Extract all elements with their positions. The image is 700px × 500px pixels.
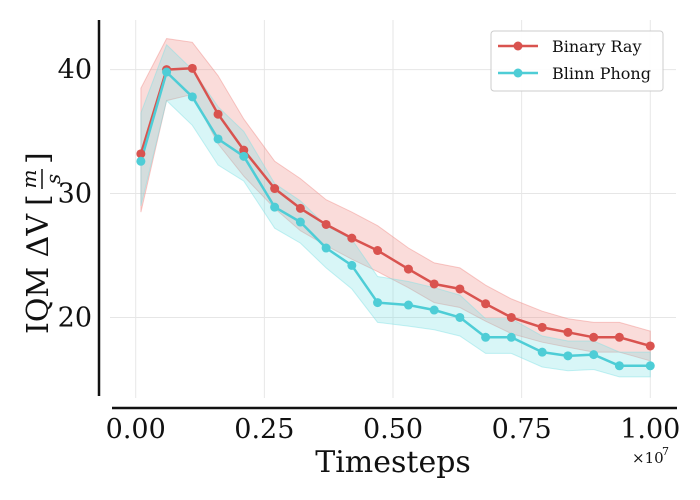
point-binary-ray-11 xyxy=(429,279,439,289)
point-binary-ray-2 xyxy=(187,63,197,73)
point-binary-ray-12 xyxy=(455,284,465,294)
y-tick-label-0: 20 xyxy=(58,302,92,333)
point-binary-ray-0 xyxy=(136,149,146,159)
point-binary-ray-9 xyxy=(373,246,383,256)
y-axis-label: IQM ΔV [ m s ] xyxy=(17,152,65,334)
point-blinn-phong-13 xyxy=(481,332,491,342)
y-axis-unit-num: m xyxy=(17,170,41,189)
point-blinn-phong-9 xyxy=(373,298,383,308)
x-tick-label-1: 0.25 xyxy=(234,414,294,445)
legend: Binary Ray Blinn Phong xyxy=(490,30,664,92)
x-tick-label-3: 0.75 xyxy=(492,414,552,445)
point-blinn-phong-2 xyxy=(187,92,197,102)
point-blinn-phong-10 xyxy=(403,300,413,310)
point-binary-ray-6 xyxy=(295,203,305,213)
band-blinn-phong xyxy=(140,43,651,378)
y-axis-bracket-close: ] xyxy=(21,152,56,164)
point-blinn-phong-19 xyxy=(645,361,655,371)
point-binary-ray-17 xyxy=(589,332,599,342)
legend-label-binary-ray: Binary Ray xyxy=(552,37,641,56)
tick-labels: 0.00 0.25 0.50 0.75 1.00 20 30 40 xyxy=(58,55,681,445)
y-axis-unit-den: s xyxy=(41,174,65,184)
y-axis-label-text: IQM ΔV xyxy=(21,213,56,334)
point-blinn-phong-17 xyxy=(589,350,599,360)
point-blinn-phong-5 xyxy=(270,202,280,212)
point-blinn-phong-6 xyxy=(295,217,305,227)
legend-marker-blinn-phong xyxy=(513,68,523,78)
axes xyxy=(97,20,677,410)
point-binary-ray-18 xyxy=(614,332,624,342)
point-blinn-phong-1 xyxy=(162,67,172,77)
point-binary-ray-10 xyxy=(403,264,413,274)
x-multiplier-label: ×10 xyxy=(632,449,664,467)
point-binary-ray-13 xyxy=(481,299,491,309)
x-tick-label-4: 1.00 xyxy=(620,414,680,445)
point-binary-ray-8 xyxy=(347,233,357,243)
point-binary-ray-19 xyxy=(645,341,655,351)
point-binary-ray-4 xyxy=(239,145,249,155)
legend-entry-blinn-phong: Blinn Phong xyxy=(498,64,651,83)
x-multiplier: ×10 7 xyxy=(632,445,669,467)
point-binary-ray-5 xyxy=(270,184,280,194)
legend-marker-binary-ray xyxy=(513,41,523,51)
point-blinn-phong-16 xyxy=(563,351,573,361)
point-binary-ray-16 xyxy=(563,327,573,337)
point-blinn-phong-12 xyxy=(455,312,465,322)
y-tick-label-1: 30 xyxy=(58,179,92,210)
y-tick-label-2: 40 xyxy=(58,55,92,86)
series-points xyxy=(136,63,655,371)
point-blinn-phong-8 xyxy=(347,260,357,270)
point-blinn-phong-0 xyxy=(136,156,146,166)
point-blinn-phong-14 xyxy=(506,332,516,342)
x-axis-label: Timesteps xyxy=(315,445,471,480)
x-multiplier-exponent: 7 xyxy=(662,445,669,458)
legend-entry-binary-ray: Binary Ray xyxy=(498,37,641,56)
point-blinn-phong-11 xyxy=(429,305,439,315)
point-blinn-phong-15 xyxy=(537,347,547,357)
x-tick-label-2: 0.50 xyxy=(363,414,423,445)
x-tick-label-0: 0.00 xyxy=(106,414,166,445)
y-axis-bracket-open: [ xyxy=(21,194,56,206)
point-blinn-phong-18 xyxy=(614,361,624,371)
legend-label-blinn-phong: Blinn Phong xyxy=(552,64,651,83)
point-blinn-phong-4 xyxy=(239,151,249,161)
point-blinn-phong-7 xyxy=(321,243,331,253)
point-binary-ray-3 xyxy=(213,109,223,119)
point-binary-ray-14 xyxy=(506,312,516,322)
point-binary-ray-15 xyxy=(537,322,547,332)
point-binary-ray-7 xyxy=(321,219,331,229)
point-blinn-phong-3 xyxy=(213,134,223,144)
